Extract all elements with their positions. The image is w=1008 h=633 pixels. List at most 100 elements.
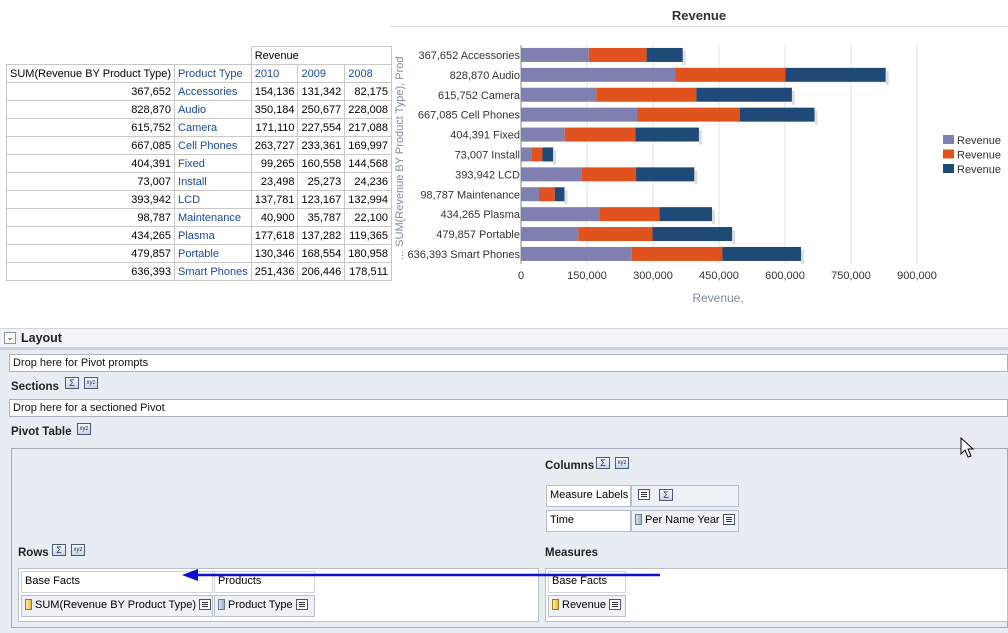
sum-cell: 404,391 <box>5 154 176 173</box>
x-axis-label: Revenue, <box>692 291 743 305</box>
pivot-table-xyz-icon[interactable]: xyz <box>77 423 91 435</box>
product-type-cell[interactable]: Camera <box>174 118 252 137</box>
value-2009-cell: 25,273 <box>297 172 346 191</box>
value-2008-cell: 22,100 <box>344 208 393 227</box>
bar-segment[interactable] <box>635 167 695 182</box>
measure-labels-menu-icon[interactable] <box>638 489 650 500</box>
column-time[interactable]: Time <box>546 510 631 532</box>
product-type-cell[interactable]: Plasma <box>174 226 252 245</box>
collapse-chevron-icon[interactable]: ⌄ <box>4 332 16 344</box>
bar-segment[interactable] <box>531 147 543 162</box>
rows-xyz-icon[interactable]: xyz <box>71 544 85 556</box>
table-row: 667,085 Cell Phones 263,727 233,361 169,997 <box>5 136 393 155</box>
category-label: 98,787 Maintenance <box>420 189 520 201</box>
bar-segment[interactable] <box>659 207 713 222</box>
bar-segment[interactable] <box>581 167 636 182</box>
column-measure-labels[interactable]: Measure Labels <box>546 485 631 507</box>
bar-segment[interactable] <box>521 167 582 182</box>
measures-item-revenue[interactable]: Revenue <box>548 595 626 617</box>
bar-shadow <box>682 50 686 65</box>
sections-xyz-icon[interactable]: xyz <box>84 377 98 389</box>
measure-labels-sigma-icon[interactable]: Σ <box>659 489 674 501</box>
mouse-cursor-icon <box>960 437 975 458</box>
bar-segment[interactable] <box>521 67 676 82</box>
layout-header[interactable]: ⌄ Layout <box>0 328 1008 347</box>
bar-shadow <box>791 90 795 105</box>
legend-swatch <box>943 164 954 173</box>
legend-label: Revenue <box>957 150 1001 162</box>
bar-segment[interactable] <box>521 207 600 222</box>
product-type-cell[interactable]: Install <box>174 172 252 191</box>
bar-segment[interactable] <box>521 227 579 242</box>
bar-segment[interactable] <box>588 47 647 62</box>
columns-xyz-icon[interactable]: xyz <box>615 457 629 469</box>
x-tick-label: 0 <box>518 270 524 282</box>
category-label: 667,085 Cell Phones <box>418 110 521 122</box>
category-label: 479,857 Portable <box>436 229 520 241</box>
revenue-menu-icon[interactable] <box>609 599 622 610</box>
rows-item-product-type[interactable]: Product Type <box>214 595 315 617</box>
bar-segment[interactable] <box>785 67 886 82</box>
bar-segment[interactable] <box>578 227 653 242</box>
value-2010-cell: 251,436 <box>250 262 299 281</box>
value-2008-cell: 228,008 <box>344 100 393 119</box>
product-type-menu-icon[interactable] <box>295 599 308 610</box>
bar-segment[interactable] <box>637 107 740 122</box>
bar-segment[interactable] <box>521 127 565 142</box>
columns-sigma-icon[interactable]: Σ <box>596 457 610 469</box>
sections-sigma-icon[interactable]: Σ <box>65 377 79 389</box>
bar-segment[interactable] <box>646 47 683 62</box>
rows-sigma-icon[interactable]: Σ <box>52 544 66 556</box>
legend-swatch <box>943 135 954 144</box>
product-type-label: Product Type <box>228 599 293 611</box>
category-label: 636,393 Smart Phones <box>407 249 520 261</box>
measures-label: Measures <box>545 547 599 559</box>
bar-segment[interactable] <box>631 246 723 261</box>
bar-segment[interactable] <box>521 47 589 62</box>
value-2008-cell: 178,511 <box>344 262 393 281</box>
rows-item-sum-revenue[interactable]: SUM(Revenue BY Product Type) <box>21 595 213 617</box>
bar-segment[interactable] <box>564 127 636 142</box>
bar-segment[interactable] <box>521 107 638 122</box>
table-row: 636,393 Smart Phones 251,436 206,446 178,511 <box>5 262 393 281</box>
col-header-2009[interactable]: 2009 <box>297 64 346 83</box>
x-tick-label: 450,000 <box>699 270 739 282</box>
bar-segment[interactable] <box>635 127 699 142</box>
bar-segment[interactable] <box>542 147 554 162</box>
bar-segment[interactable] <box>652 227 733 242</box>
rows-header-products[interactable]: Products <box>214 571 315 593</box>
bar-shadow <box>801 249 805 264</box>
bar-segment[interactable] <box>722 246 802 261</box>
column-per-name-year[interactable]: Per Name Year <box>631 510 739 532</box>
pivot-prompts-dropzone[interactable]: Drop here for Pivot prompts <box>9 354 1008 372</box>
bar-segment[interactable] <box>675 67 786 82</box>
value-2008-cell: 217,088 <box>344 118 393 137</box>
bar-segment[interactable] <box>739 107 815 122</box>
measure-labels-controls[interactable]: Σ <box>631 485 739 507</box>
rows-header-base-facts[interactable]: Base Facts <box>21 571 213 593</box>
bar-shadow <box>885 70 889 85</box>
sections-dropzone[interactable]: Drop here for a sectioned Pivot <box>9 399 1008 417</box>
bar-segment[interactable] <box>521 246 632 261</box>
bar-segment[interactable] <box>521 87 597 102</box>
bar-segment[interactable] <box>521 187 539 202</box>
bar-shadow <box>814 110 818 125</box>
x-tick-label: 600,000 <box>765 270 805 282</box>
measures-header-base-facts[interactable]: Base Facts <box>548 571 626 593</box>
bar-segment[interactable] <box>554 187 565 202</box>
product-type-cell[interactable]: Audio <box>174 100 252 119</box>
per-name-year-menu-icon[interactable] <box>722 514 735 525</box>
column-icon <box>635 514 642 525</box>
product-type-cell[interactable]: Cell Phones <box>174 136 252 155</box>
bar-shadow <box>698 130 702 145</box>
product-type-cell[interactable]: Smart Phones <box>174 262 252 281</box>
bar-segment[interactable] <box>599 207 660 222</box>
sections-label: Sections <box>11 381 59 393</box>
sum-cell: 636,393 <box>5 262 176 281</box>
bar-segment[interactable] <box>538 187 555 202</box>
legend-label: Revenue <box>957 135 1001 147</box>
bar-segment[interactable] <box>521 147 532 162</box>
bar-segment[interactable] <box>696 87 792 102</box>
bar-segment[interactable] <box>596 87 697 102</box>
sum-revenue-menu-icon[interactable] <box>199 599 212 610</box>
